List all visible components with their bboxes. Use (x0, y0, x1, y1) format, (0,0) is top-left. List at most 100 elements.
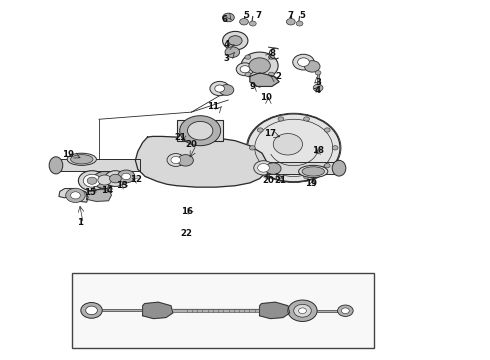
Polygon shape (143, 302, 173, 319)
Ellipse shape (332, 160, 346, 176)
Text: 4: 4 (315, 86, 321, 95)
Circle shape (241, 52, 278, 79)
Circle shape (222, 13, 234, 22)
Circle shape (83, 174, 101, 187)
Text: 5: 5 (299, 11, 305, 20)
Circle shape (110, 174, 121, 183)
Polygon shape (250, 73, 279, 86)
Circle shape (225, 47, 240, 58)
Circle shape (178, 155, 194, 166)
Text: 12: 12 (130, 175, 142, 184)
Circle shape (257, 128, 263, 132)
Text: 7: 7 (256, 11, 262, 20)
Circle shape (249, 21, 256, 26)
Circle shape (278, 175, 284, 179)
Circle shape (105, 171, 126, 186)
Circle shape (117, 170, 135, 183)
Circle shape (122, 173, 130, 180)
Ellipse shape (67, 153, 97, 165)
Circle shape (294, 304, 311, 317)
Polygon shape (135, 136, 267, 187)
Text: 1: 1 (77, 218, 83, 227)
Ellipse shape (71, 155, 93, 164)
Circle shape (293, 54, 314, 70)
Circle shape (86, 306, 98, 315)
Circle shape (171, 157, 181, 163)
Bar (55, 159, 140, 171)
Text: 18: 18 (312, 146, 324, 155)
Circle shape (287, 18, 295, 25)
Circle shape (240, 66, 250, 73)
Circle shape (278, 117, 284, 121)
Circle shape (298, 308, 306, 314)
Circle shape (324, 128, 330, 132)
Text: 4: 4 (223, 40, 229, 49)
Text: 13: 13 (116, 181, 128, 190)
Circle shape (71, 192, 80, 199)
Circle shape (324, 163, 330, 168)
Circle shape (245, 55, 251, 59)
Circle shape (219, 85, 234, 95)
Circle shape (180, 116, 220, 146)
Circle shape (273, 134, 302, 155)
Circle shape (93, 171, 116, 189)
Circle shape (188, 121, 213, 140)
Text: 19: 19 (62, 150, 74, 159)
Circle shape (297, 58, 309, 66)
Text: 9: 9 (250, 82, 256, 91)
Text: 22: 22 (180, 229, 193, 238)
Circle shape (269, 55, 274, 59)
Text: 11: 11 (207, 102, 219, 111)
Text: 2: 2 (275, 72, 281, 81)
Text: 3: 3 (315, 78, 321, 87)
Ellipse shape (49, 157, 63, 174)
Circle shape (254, 161, 273, 175)
Text: 17: 17 (264, 129, 276, 138)
Circle shape (304, 175, 310, 179)
Text: 19: 19 (305, 179, 317, 188)
Circle shape (78, 171, 106, 191)
Text: 21: 21 (274, 176, 286, 185)
Circle shape (98, 175, 112, 185)
Circle shape (249, 146, 255, 150)
Text: 14: 14 (100, 185, 113, 194)
Text: 6: 6 (221, 15, 227, 24)
Text: 20: 20 (263, 176, 274, 185)
Text: 3: 3 (223, 54, 229, 63)
Text: 20: 20 (186, 140, 197, 149)
Polygon shape (260, 302, 290, 319)
Circle shape (167, 154, 185, 166)
Circle shape (338, 305, 353, 316)
Text: 10: 10 (261, 93, 272, 102)
Bar (265, 162, 340, 174)
Circle shape (81, 302, 102, 318)
Circle shape (210, 81, 229, 96)
Circle shape (288, 300, 317, 321)
Ellipse shape (298, 165, 328, 177)
Polygon shape (87, 189, 112, 202)
Circle shape (222, 31, 248, 50)
Text: 21: 21 (175, 133, 187, 142)
Ellipse shape (302, 167, 324, 176)
Circle shape (236, 63, 254, 76)
Circle shape (313, 84, 323, 91)
Text: 7: 7 (288, 11, 294, 20)
Text: 8: 8 (270, 49, 275, 58)
Bar (177, 120, 223, 141)
Polygon shape (59, 189, 88, 202)
Circle shape (269, 72, 274, 76)
Text: 15: 15 (84, 188, 96, 197)
Circle shape (249, 58, 270, 73)
Circle shape (342, 308, 349, 314)
Circle shape (304, 61, 320, 72)
Circle shape (87, 177, 97, 184)
Circle shape (315, 71, 321, 75)
Circle shape (247, 114, 340, 182)
Circle shape (66, 188, 85, 203)
Circle shape (296, 21, 303, 26)
Circle shape (228, 36, 242, 46)
Circle shape (332, 146, 338, 150)
Circle shape (215, 85, 224, 92)
Circle shape (245, 72, 251, 76)
Text: 5: 5 (243, 11, 249, 20)
